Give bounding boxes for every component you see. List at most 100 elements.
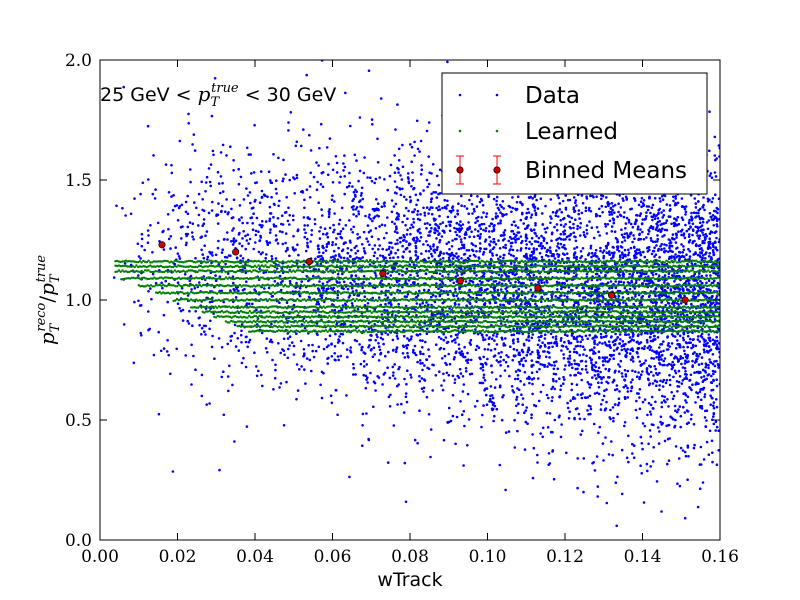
data-point bbox=[366, 224, 370, 227]
data-point bbox=[561, 217, 565, 221]
data-point bbox=[571, 366, 574, 370]
data-point bbox=[526, 273, 529, 276]
data-point bbox=[553, 418, 557, 422]
data-point bbox=[523, 448, 527, 451]
data-point bbox=[595, 391, 599, 395]
data-point bbox=[412, 217, 415, 221]
data-point bbox=[588, 386, 592, 389]
data-point bbox=[258, 239, 262, 243]
data-point bbox=[339, 175, 342, 179]
data-point bbox=[396, 242, 399, 245]
data-point bbox=[671, 322, 674, 326]
data-point bbox=[444, 336, 448, 339]
data-point bbox=[211, 200, 214, 204]
data-point bbox=[430, 295, 433, 299]
data-point bbox=[515, 398, 518, 401]
data-point bbox=[594, 214, 598, 218]
data-point bbox=[610, 202, 614, 205]
data-point bbox=[295, 173, 299, 177]
data-point bbox=[627, 218, 631, 222]
data-point bbox=[517, 287, 521, 291]
data-point bbox=[200, 394, 204, 398]
data-point bbox=[569, 399, 572, 403]
data-point bbox=[643, 398, 647, 401]
data-point bbox=[523, 411, 526, 415]
data-point bbox=[348, 171, 351, 175]
data-point bbox=[632, 302, 635, 306]
data-point bbox=[707, 363, 710, 367]
data-point bbox=[177, 254, 181, 258]
data-point bbox=[699, 303, 703, 306]
data-point bbox=[310, 369, 313, 373]
data-point bbox=[607, 376, 610, 379]
data-point bbox=[396, 166, 399, 170]
data-point bbox=[641, 447, 644, 451]
data-point bbox=[496, 332, 499, 336]
data-point bbox=[431, 163, 435, 166]
data-point bbox=[140, 232, 144, 236]
data-point bbox=[710, 374, 713, 378]
data-point bbox=[647, 378, 650, 382]
data-point bbox=[273, 280, 277, 283]
data-point bbox=[660, 211, 663, 214]
data-point bbox=[471, 212, 474, 215]
data-point bbox=[618, 194, 621, 197]
data-point bbox=[441, 257, 445, 260]
data-point bbox=[497, 257, 500, 261]
data-point bbox=[162, 347, 166, 350]
data-point bbox=[274, 187, 278, 191]
data-point bbox=[667, 272, 671, 276]
data-point bbox=[377, 341, 380, 345]
data-point bbox=[330, 198, 334, 202]
data-point bbox=[379, 97, 383, 100]
data-point bbox=[658, 197, 662, 200]
data-point bbox=[694, 344, 698, 348]
data-point bbox=[354, 188, 357, 192]
data-point bbox=[576, 224, 579, 228]
data-point bbox=[549, 198, 553, 201]
data-point bbox=[581, 429, 584, 433]
data-point bbox=[641, 422, 645, 425]
data-point bbox=[395, 192, 398, 195]
data-point bbox=[587, 404, 591, 408]
data-point bbox=[447, 406, 451, 410]
data-point bbox=[667, 459, 671, 463]
data-point bbox=[390, 241, 393, 245]
data-point bbox=[524, 359, 527, 363]
data-point bbox=[623, 379, 627, 382]
data-point bbox=[668, 383, 672, 387]
data-point bbox=[416, 255, 420, 259]
data-point bbox=[154, 188, 157, 191]
data-point bbox=[710, 381, 714, 385]
data-point bbox=[367, 69, 371, 72]
data-point bbox=[282, 349, 286, 353]
data-point bbox=[568, 350, 572, 354]
data-point bbox=[476, 332, 480, 336]
data-point bbox=[645, 205, 649, 208]
data-point bbox=[371, 355, 375, 359]
data-point bbox=[708, 429, 712, 433]
data-point bbox=[456, 212, 459, 215]
data-point bbox=[593, 392, 597, 395]
data-point bbox=[556, 252, 559, 256]
data-point bbox=[702, 196, 705, 199]
data-point bbox=[606, 223, 610, 226]
data-point bbox=[685, 373, 688, 376]
data-point bbox=[492, 227, 496, 231]
data-point bbox=[605, 501, 609, 505]
data-point bbox=[397, 367, 400, 371]
data-point bbox=[677, 380, 681, 384]
data-point bbox=[716, 207, 720, 211]
data-point bbox=[697, 211, 700, 215]
data-point bbox=[277, 156, 280, 160]
data-point bbox=[683, 294, 686, 298]
data-point bbox=[325, 146, 329, 149]
data-point bbox=[395, 225, 398, 228]
data-point bbox=[656, 224, 659, 227]
data-point bbox=[495, 343, 499, 346]
data-point bbox=[152, 353, 156, 357]
data-point bbox=[573, 235, 576, 238]
data-point bbox=[246, 221, 249, 225]
data-point bbox=[399, 174, 402, 177]
data-point bbox=[146, 124, 150, 128]
